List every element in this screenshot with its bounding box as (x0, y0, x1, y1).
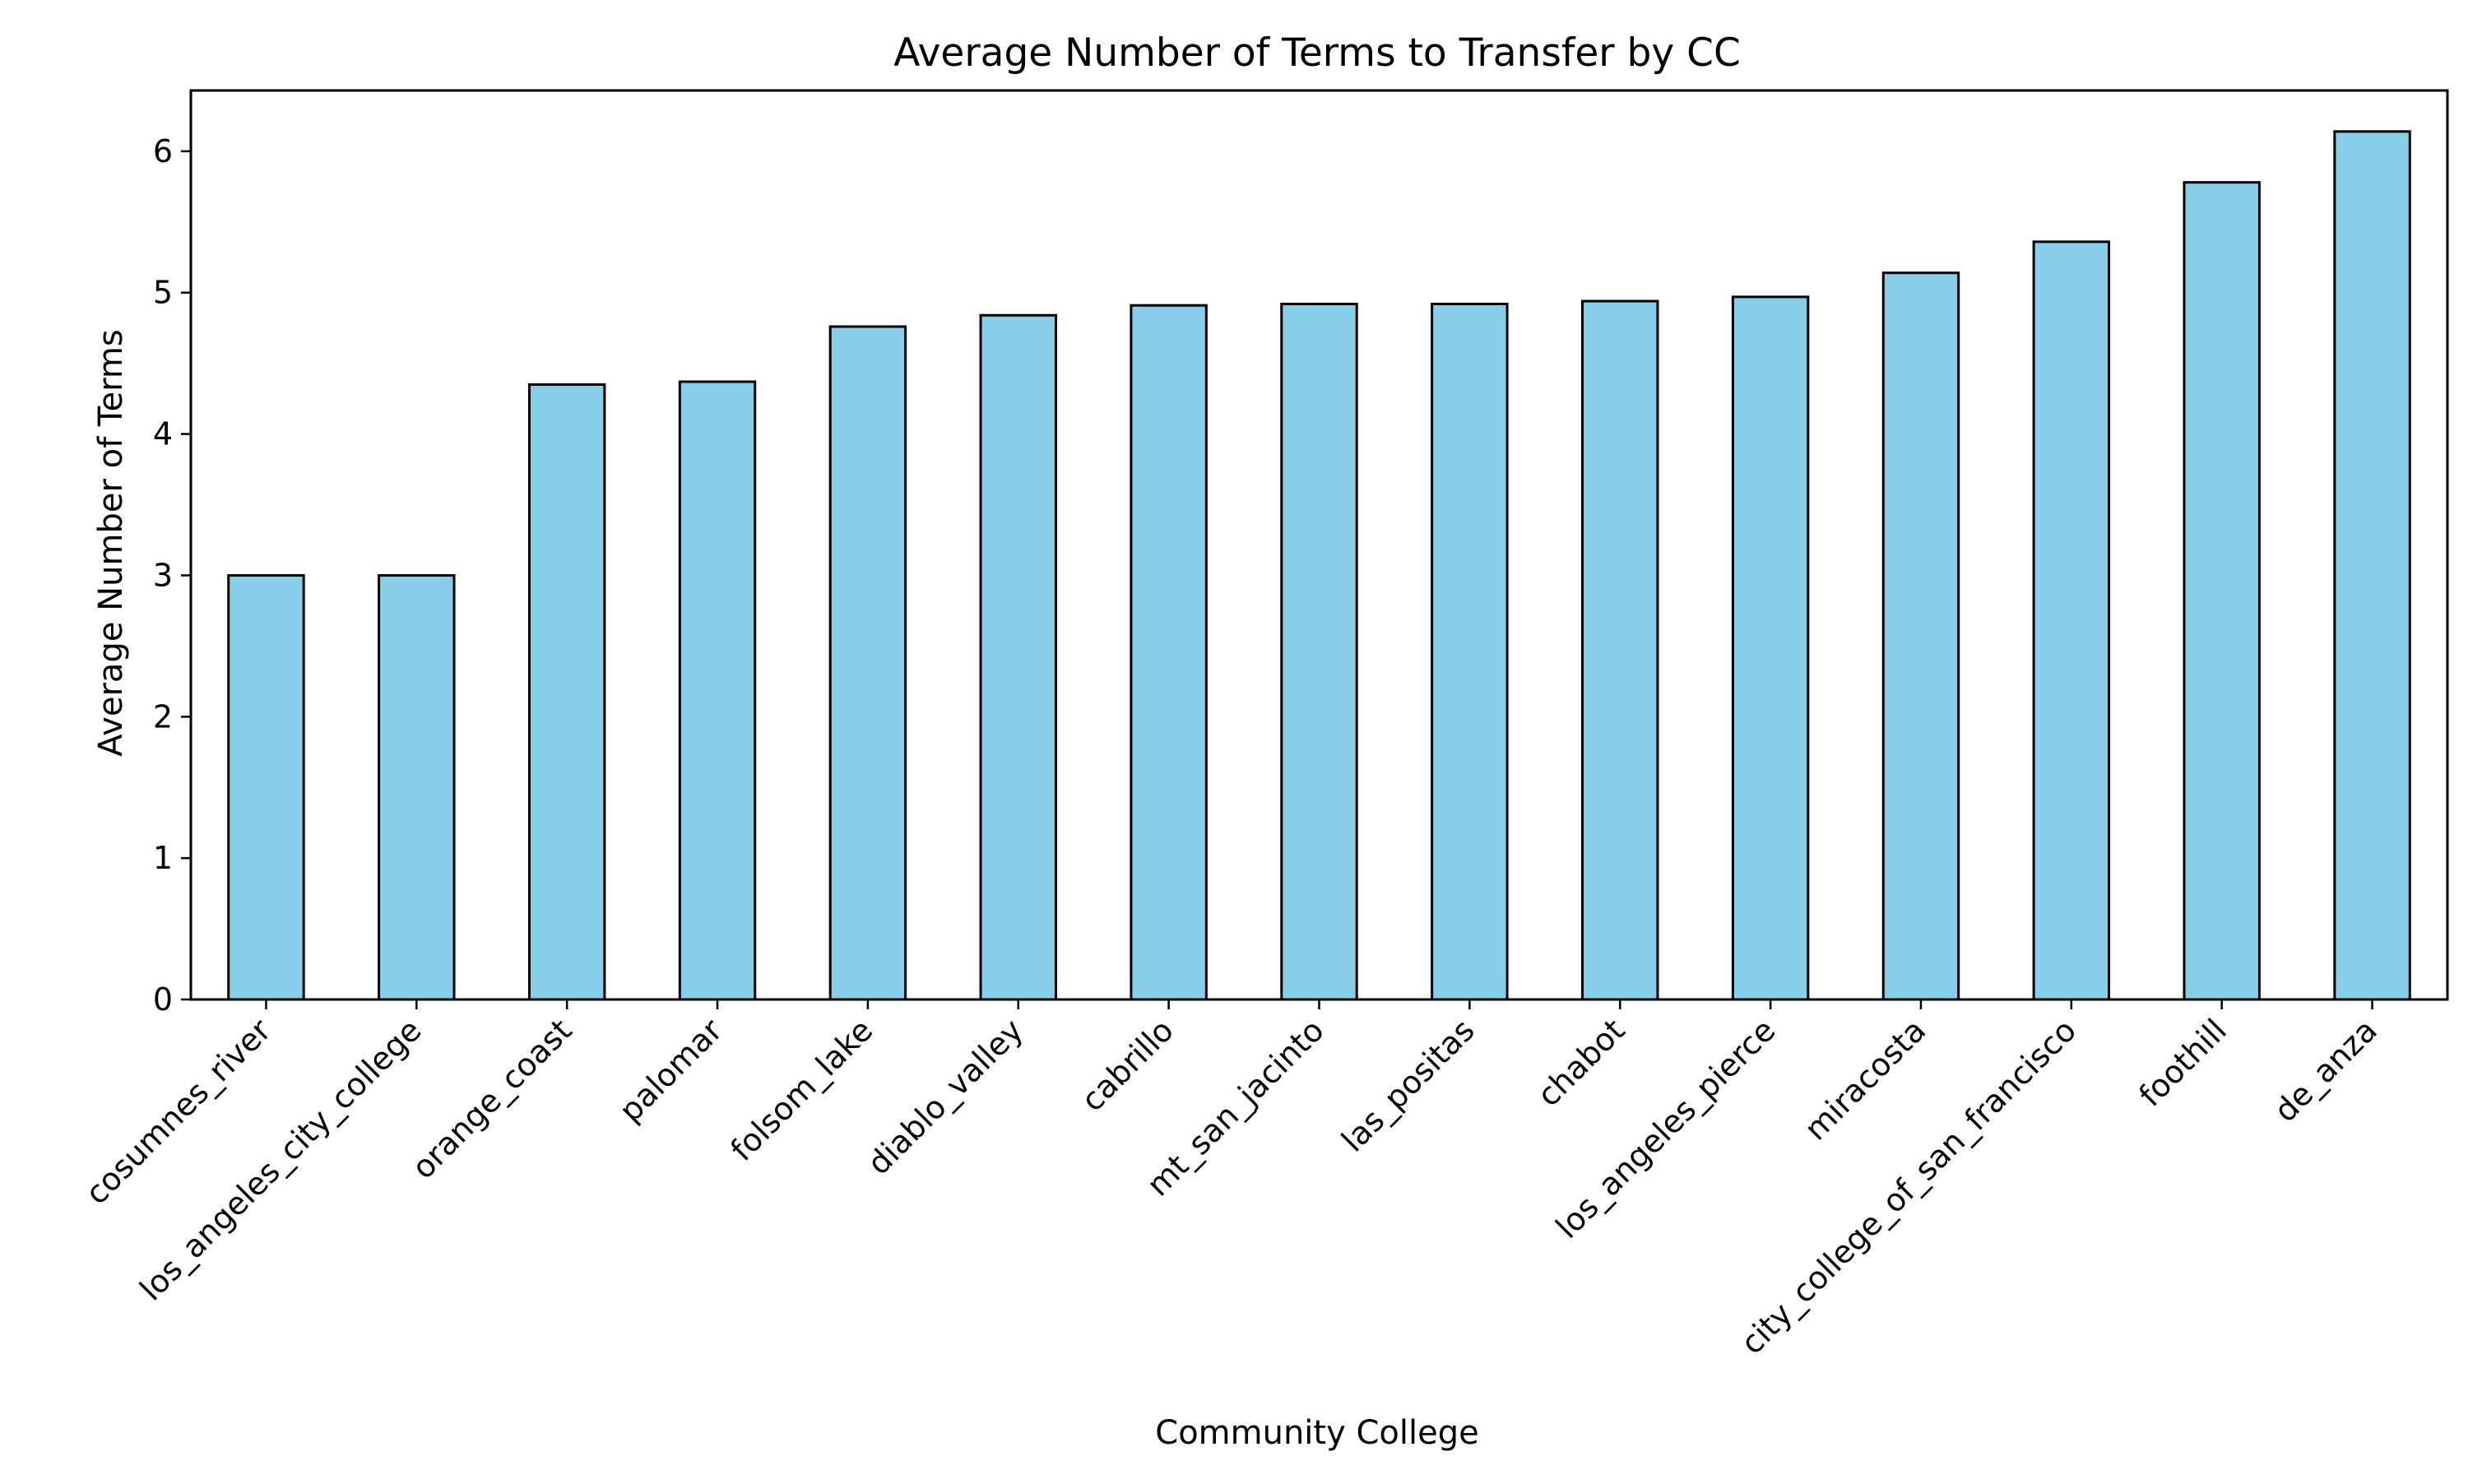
y-tick-label: 0 (153, 981, 173, 1018)
y-tick-label: 6 (153, 133, 173, 169)
x-tick-label: miracosta (1798, 1012, 1932, 1147)
bar-las_positas (1431, 302, 1509, 1001)
x-tick-label: de_anza (2267, 1012, 2384, 1129)
x-tick-label: orange_coast (405, 1012, 578, 1185)
bar-mt_san_jacinto (1280, 302, 1358, 1001)
x-axis-label: Community College (1155, 1414, 1478, 1452)
bar-los_angeles_pierce (1731, 295, 1810, 1001)
bar-chabot (1581, 299, 1659, 1001)
y-tick-label: 3 (153, 557, 173, 593)
x-tick-label: cabrillo (1074, 1012, 1181, 1118)
y-axis-label: Average Number of Terms (92, 329, 130, 756)
y-tick-label: 1 (153, 840, 173, 876)
x-tick-label: foothill (2132, 1012, 2234, 1113)
bar-city_college_of_san_francisco (2032, 240, 2111, 1001)
bar-miracosta (1881, 271, 1960, 1001)
bar-de_anza (2333, 130, 2411, 1001)
bar-foothill (2183, 181, 2261, 1001)
bar-orange_coast (527, 383, 606, 1001)
plot-frame (189, 89, 2449, 1001)
y-tick-label: 2 (153, 698, 173, 735)
plot-area: 0123456cosumnes_riverlos_angeles_city_co… (78, 89, 2449, 1361)
bar-palomar (678, 380, 757, 1001)
bar-diablo_valley (979, 313, 1057, 1001)
x-tick-label: diablo_valley (861, 1012, 1030, 1181)
y-tick-label: 4 (153, 416, 173, 452)
bar-los_angeles_city_college (378, 573, 456, 1001)
x-tick-label: las_positas (1334, 1012, 1481, 1158)
x-tick-label: folsom_lake (724, 1012, 880, 1168)
chart-title: Average Number of Terms to Transfer by C… (893, 30, 1741, 76)
x-tick-label: palomar (612, 1012, 729, 1129)
x-tick-label: los_angeles_city_college (132, 1012, 428, 1307)
x-tick-label: city_college_of_san_francisco (1734, 1012, 2084, 1361)
bar-cosumnes_river (227, 573, 305, 1001)
bar-folsom_lake (828, 325, 907, 1001)
bar-cabrillo (1130, 304, 1208, 1001)
x-tick-label: chabot (1530, 1012, 1631, 1113)
y-tick-label: 5 (153, 275, 173, 311)
